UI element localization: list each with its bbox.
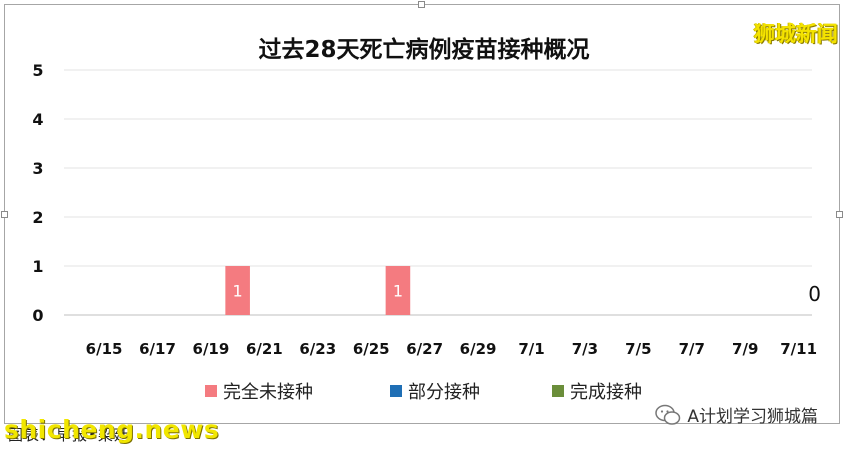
x-tick-label: 6/17 xyxy=(139,340,176,358)
legend-item-partial: 部分接种 xyxy=(390,378,480,404)
y-tick-label: 2 xyxy=(32,208,43,227)
x-tick-label: 7/11 xyxy=(780,340,817,358)
wechat-account-name: A计划学习狮城篇 xyxy=(687,407,818,427)
resize-handle-left[interactable] xyxy=(1,211,8,218)
x-tick-label: 7/3 xyxy=(572,340,598,358)
legend-item-complete: 完成接种 xyxy=(552,378,642,404)
legend-label-complete: 完成接种 xyxy=(570,382,642,403)
wechat-icon xyxy=(655,404,681,425)
x-tick-label: 6/29 xyxy=(460,340,497,358)
x-tick-label: 6/27 xyxy=(406,340,443,358)
x-tick-label: 7/7 xyxy=(679,340,705,358)
x-tick-label: 7/1 xyxy=(518,340,544,358)
legend-item-unvaccinated: 完全未接种 xyxy=(205,378,313,404)
x-tick-label: 7/5 xyxy=(625,340,651,358)
y-tick-label: 5 xyxy=(32,61,43,80)
resize-handle-right[interactable] xyxy=(836,211,843,218)
legend-swatch-partial xyxy=(390,385,402,397)
source-credit: 图表：早报•梁廷 xyxy=(8,426,130,444)
bar xyxy=(225,266,250,315)
watermark-text: shicheng.news xyxy=(4,415,220,444)
x-tick-label: 7/9 xyxy=(732,340,758,358)
data-label: 1 xyxy=(393,282,403,301)
resize-handle-top[interactable] xyxy=(418,1,425,8)
legend-label-unvaccinated: 完全未接种 xyxy=(223,382,313,403)
chart-legend: 完全未接种 部分接种 完成接种 xyxy=(0,378,848,404)
legend-swatch-unvaccinated xyxy=(205,385,217,397)
bar xyxy=(385,266,411,315)
data-label: 1 xyxy=(233,282,243,301)
y-tick-label: 0 xyxy=(32,306,43,325)
y-tick-label: 4 xyxy=(32,110,43,129)
x-tick-label: 6/19 xyxy=(193,340,230,358)
chart-frame xyxy=(1,1,843,424)
legend-swatch-complete xyxy=(552,385,564,397)
x-tick-label: 6/21 xyxy=(246,340,283,358)
y-tick-label: 1 xyxy=(32,257,43,276)
y-tick-label: 3 xyxy=(32,159,43,178)
chart-title: 过去28天死亡病例疫苗接种概况 xyxy=(258,37,590,63)
x-tick-label: 6/23 xyxy=(299,340,336,358)
x-tick-label: 6/15 xyxy=(86,340,123,358)
data-label: 0 xyxy=(808,282,821,306)
wechat-account: A计划学习狮城篇 xyxy=(655,402,818,427)
brand-logo-text: 狮城新闻 xyxy=(754,22,838,46)
x-tick-label: 6/25 xyxy=(353,340,390,358)
legend-label-partial: 部分接种 xyxy=(408,382,480,403)
